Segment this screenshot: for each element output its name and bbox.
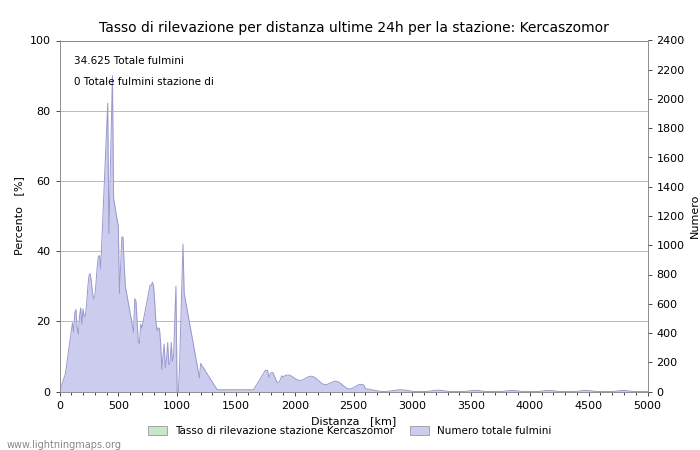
Y-axis label: Percento   [%]: Percento [%] [14,176,24,256]
Title: Tasso di rilevazione per distanza ultime 24h per la stazione: Kercaszomor: Tasso di rilevazione per distanza ultime… [99,21,608,35]
Y-axis label: Numero: Numero [690,194,700,238]
Text: 0 Totale fulmini stazione di: 0 Totale fulmini stazione di [74,77,214,87]
Legend: Tasso di rilevazione stazione Kercaszomor, Numero totale fulmini: Tasso di rilevazione stazione Kercaszomo… [144,422,556,440]
Text: www.lightningmaps.org: www.lightningmaps.org [7,440,122,450]
Text: 34.625 Totale fulmini: 34.625 Totale fulmini [74,56,184,66]
X-axis label: Distanza   [km]: Distanza [km] [311,416,396,426]
